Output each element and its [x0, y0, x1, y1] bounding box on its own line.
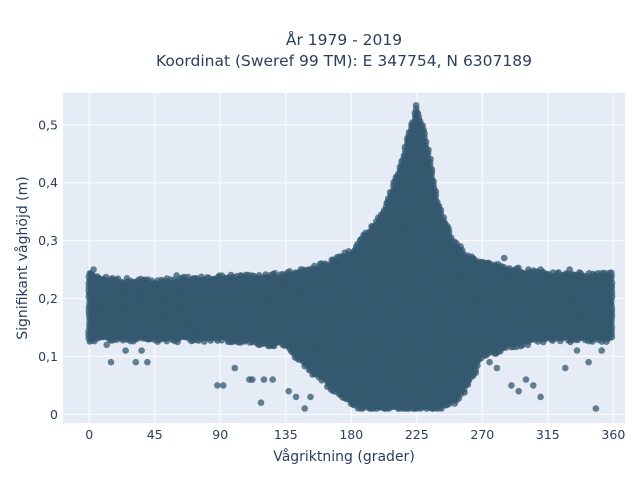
- data-points: [85, 102, 616, 412]
